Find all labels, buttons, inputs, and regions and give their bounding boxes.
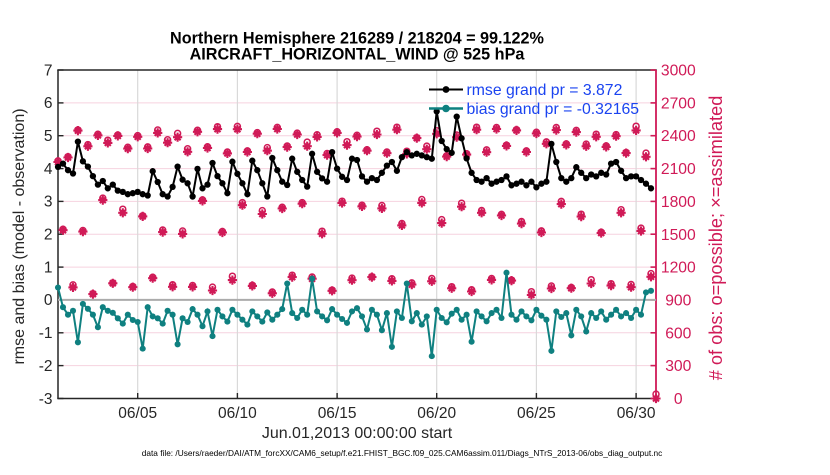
svg-text:06/20: 06/20 [417, 405, 456, 422]
svg-text:5: 5 [44, 128, 53, 145]
svg-text:1200: 1200 [661, 260, 696, 277]
svg-text:300: 300 [665, 358, 691, 375]
svg-text:2400: 2400 [661, 128, 696, 145]
svg-text:06/25: 06/25 [517, 405, 556, 422]
svg-text:data file: /Users/raeder/DAI/A: data file: /Users/raeder/DAI/ATM_forcXX/… [142, 448, 663, 458]
svg-text:-3: -3 [39, 391, 53, 408]
svg-text:3: 3 [44, 194, 53, 211]
svg-text:2: 2 [44, 227, 53, 244]
svg-text:bias grand pr = -0.32165: bias grand pr = -0.32165 [467, 101, 640, 118]
svg-text:Jun.01,2013 00:00:00 start: Jun.01,2013 00:00:00 start [262, 425, 453, 442]
svg-text:06/30: 06/30 [617, 405, 656, 422]
svg-text:Northern Hemisphere 216289 / 2: Northern Hemisphere 216289 / 218204 = 99… [170, 30, 544, 48]
svg-text:rmse grand pr = 3.872: rmse grand pr = 3.872 [467, 82, 623, 99]
svg-text:-1: -1 [39, 325, 53, 342]
svg-text:0: 0 [674, 391, 683, 408]
svg-text:0: 0 [44, 292, 53, 309]
svg-text:2100: 2100 [661, 161, 696, 178]
svg-text:06/10: 06/10 [218, 405, 257, 422]
svg-text:06/05: 06/05 [118, 405, 157, 422]
svg-text:rmse and bias (model - observa: rmse and bias (model - observation) [11, 108, 28, 364]
svg-text:-2: -2 [39, 358, 53, 375]
svg-text:1: 1 [44, 259, 53, 276]
svg-text:900: 900 [665, 292, 691, 309]
svg-text:3000: 3000 [661, 63, 696, 80]
svg-text:4: 4 [44, 161, 53, 178]
svg-text:# of obs: o=possible; ×=assimi: # of obs: o=possible; ×=assimilated [706, 96, 726, 381]
svg-text:2700: 2700 [661, 95, 696, 112]
svg-text:1500: 1500 [661, 227, 696, 244]
svg-text:600: 600 [665, 325, 691, 342]
svg-text:1800: 1800 [661, 194, 696, 211]
svg-text:AIRCRAFT_HORIZONTAL_WIND @ 525: AIRCRAFT_HORIZONTAL_WIND @ 525 hPa [190, 45, 526, 63]
svg-text:6: 6 [44, 95, 53, 112]
svg-text:06/15: 06/15 [318, 405, 357, 422]
svg-text:7: 7 [44, 62, 53, 79]
